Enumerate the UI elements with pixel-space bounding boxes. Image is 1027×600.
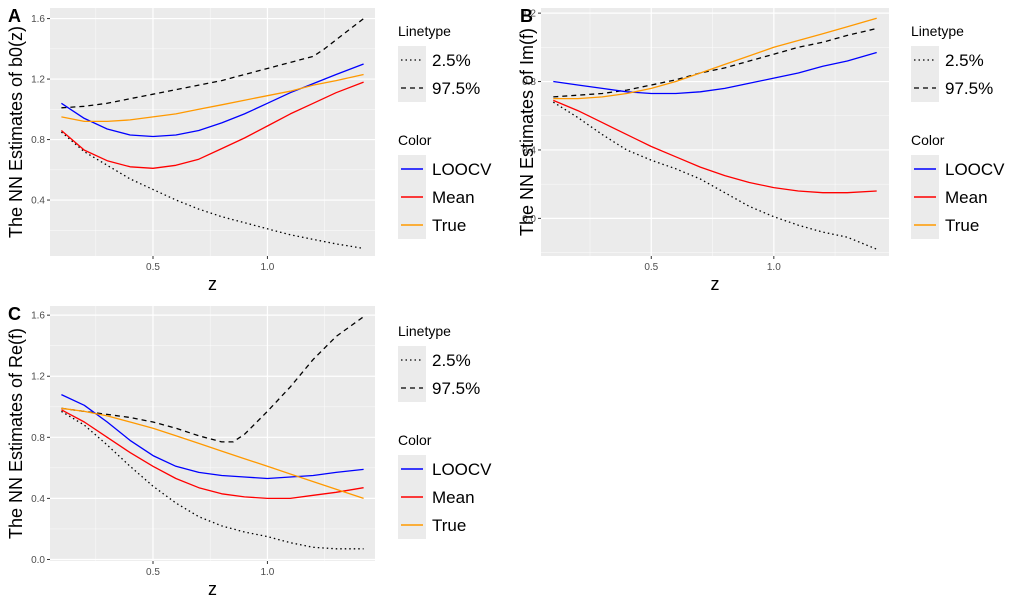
plot-background bbox=[50, 306, 375, 561]
series-line-loocv bbox=[61, 394, 364, 480]
legend-linetype-title: Linetype bbox=[398, 23, 451, 39]
series-line-true bbox=[61, 73, 364, 123]
legend-color-title: Color bbox=[398, 432, 432, 448]
y-tick-label: 1.6 bbox=[31, 311, 45, 322]
legend-color-title: Color bbox=[911, 132, 945, 148]
legend-label: 2.5% bbox=[432, 351, 471, 370]
x-axis-title: z bbox=[208, 274, 217, 294]
legend-key-background bbox=[911, 46, 939, 74]
series-line-97-5pct bbox=[61, 18, 364, 109]
x-axis-title: z bbox=[711, 274, 720, 294]
y-tick-label: 0.0 bbox=[31, 555, 45, 566]
legend-label: True bbox=[432, 216, 466, 235]
y-tick-label: 1.2 bbox=[31, 75, 45, 86]
legend-label: Mean bbox=[432, 488, 475, 507]
plot-background bbox=[50, 8, 375, 256]
series-line-97-5pct bbox=[553, 27, 877, 98]
panel-tag: A bbox=[8, 6, 21, 26]
panel-a: 0.5 1.0 0.4 0.8 1.2 1.6 Az The NN Estimates of … bbox=[6, 6, 375, 294]
y-tick-label: 0.8 bbox=[31, 433, 45, 444]
legend-label: Mean bbox=[432, 188, 475, 207]
legend-label: LOOCV bbox=[432, 460, 492, 479]
x-tick-label: 0.5 bbox=[146, 567, 160, 578]
panel-b: 0.5 1.0 0.0 0.4 0.8 1.2Bz The NN Estimates of … bbox=[517, 6, 889, 294]
legend-label: LOOCV bbox=[432, 160, 492, 179]
legend-label: True bbox=[945, 216, 979, 235]
legend-key-background bbox=[398, 346, 426, 374]
legend-label: True bbox=[432, 516, 466, 535]
series-line-2-5pct bbox=[552, 101, 877, 250]
x-tick-label: 1.0 bbox=[767, 262, 781, 273]
panel-tag: B bbox=[520, 6, 533, 26]
x-tick-label: 1.0 bbox=[260, 262, 274, 273]
y-tick-label: 0.8 bbox=[522, 77, 536, 88]
y-axis-title: The NN Estimates of b0(z) bbox=[6, 26, 26, 238]
legend-label: LOOCV bbox=[945, 160, 1005, 179]
legend-key-background bbox=[398, 46, 426, 74]
x-axis-title: z bbox=[208, 579, 217, 599]
panel-tag: C bbox=[8, 304, 21, 324]
legend-linetype-title: Linetype bbox=[398, 323, 451, 339]
y-tick-label: 0.4 bbox=[31, 196, 45, 207]
series-line-2-5pct bbox=[61, 410, 364, 550]
y-axis-title: The NN Estimates of Im(f) bbox=[517, 28, 537, 236]
x-tick-label: 0.5 bbox=[644, 262, 658, 273]
legend-label: 97.5% bbox=[945, 79, 993, 98]
y-tick-label: 1.2 bbox=[522, 9, 536, 20]
series-line-mean bbox=[61, 409, 364, 500]
series-line-mean bbox=[60, 81, 364, 169]
legend-label: 97.5% bbox=[432, 79, 480, 98]
series-line-loocv bbox=[61, 63, 364, 138]
legend-label: Mean bbox=[945, 188, 988, 207]
x-tick-label: 1.0 bbox=[260, 567, 274, 578]
y-tick-label: 0.4 bbox=[31, 494, 45, 505]
series-line-97-5pct bbox=[61, 316, 364, 443]
legend-linetype-title: Linetype bbox=[911, 23, 964, 39]
y-axis-title: The NN Estimates of Re(f) bbox=[6, 328, 26, 539]
legend-label: 2.5% bbox=[945, 51, 984, 70]
panel-c: 0.5 1.0 0.0 0.4 0.8 1.2 1.6 Cz The NN Estimates … bbox=[6, 304, 375, 599]
y-tick-label: 1.6 bbox=[31, 14, 45, 25]
y-tick-label: 1.2 bbox=[31, 372, 45, 383]
series-line-true bbox=[553, 17, 877, 100]
y-tick-label: 0.8 bbox=[31, 135, 45, 146]
y-tick-label: 0.0 bbox=[522, 214, 536, 225]
legend-color-title: Color bbox=[398, 132, 432, 148]
legend-label: 2.5% bbox=[432, 51, 471, 70]
legend-label: 97.5% bbox=[432, 379, 480, 398]
y-tick-label: 0.4 bbox=[522, 145, 536, 156]
series-line-mean bbox=[553, 99, 877, 194]
x-tick-label: 0.5 bbox=[146, 262, 160, 273]
series-line-true bbox=[61, 407, 364, 500]
series-line-loocv bbox=[553, 51, 877, 95]
